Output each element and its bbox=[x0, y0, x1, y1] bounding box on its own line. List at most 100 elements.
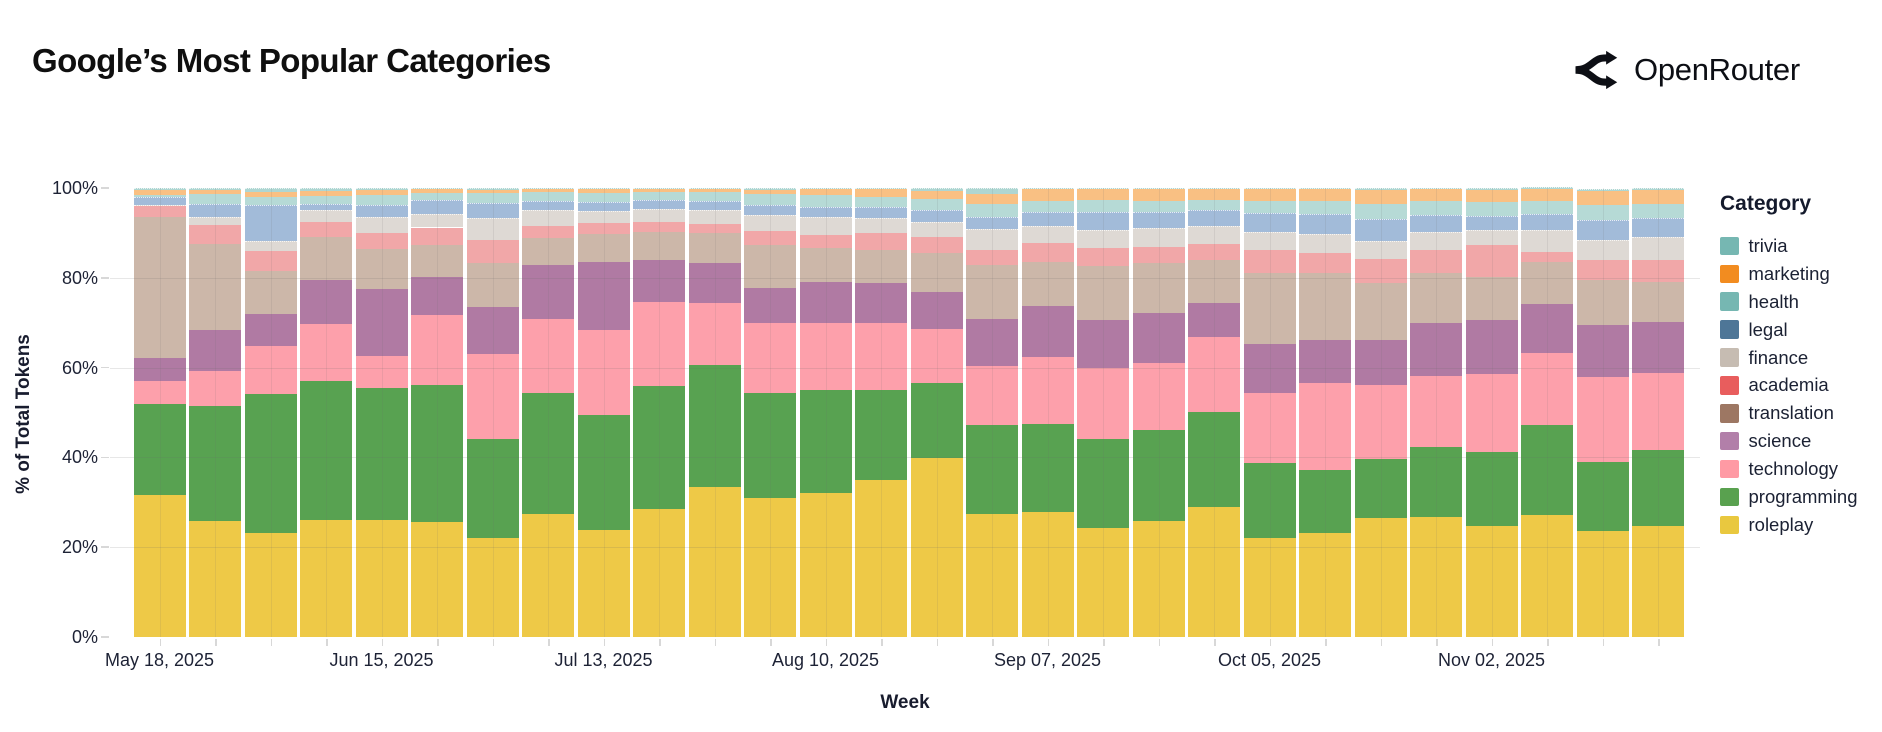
bar-segment-technology[interactable] bbox=[1521, 353, 1573, 426]
bar-segment-legal[interactable] bbox=[189, 204, 241, 217]
bar-segment-trivia[interactable] bbox=[411, 188, 463, 190]
bar-segment-science[interactable] bbox=[633, 259, 685, 302]
bar-segment-academia[interactable] bbox=[744, 231, 796, 245]
bar-segment-finance[interactable] bbox=[300, 209, 352, 222]
bar-segment-finance[interactable] bbox=[855, 218, 907, 234]
bar-segment-science[interactable] bbox=[744, 288, 796, 324]
bar-segment-roleplay[interactable] bbox=[1465, 526, 1518, 637]
bar-segment-academia[interactable] bbox=[799, 235, 852, 249]
bar-segment-legal[interactable] bbox=[133, 196, 186, 205]
bar-segment-science[interactable] bbox=[910, 291, 963, 329]
bar-segment-marketing[interactable] bbox=[855, 189, 907, 197]
bar-segment-finance[interactable] bbox=[1132, 228, 1185, 247]
bar-segment-science[interactable] bbox=[799, 281, 852, 324]
bar-segment-trivia[interactable] bbox=[189, 188, 241, 190]
bar-segment-academia[interactable] bbox=[300, 221, 352, 237]
bar-segment-finance[interactable] bbox=[1021, 226, 1074, 244]
bar-segment-finance[interactable] bbox=[744, 214, 796, 232]
bar-segment-legal[interactable] bbox=[1410, 214, 1462, 232]
bar-segment-roleplay[interactable] bbox=[910, 458, 963, 637]
bar-segment-health[interactable] bbox=[411, 192, 463, 201]
bar-segment-academia[interactable] bbox=[1188, 244, 1240, 260]
bar-segment-roleplay[interactable] bbox=[1410, 516, 1462, 637]
bar-segment-science[interactable] bbox=[1354, 339, 1407, 385]
bar-segment-translation[interactable] bbox=[1354, 282, 1407, 340]
bar-segment-trivia[interactable] bbox=[1410, 188, 1462, 190]
bar-segment-health[interactable] bbox=[466, 193, 519, 204]
bar-segment-translation[interactable] bbox=[244, 271, 297, 315]
bar-segment-translation[interactable] bbox=[855, 249, 907, 284]
bar-segment-programming[interactable] bbox=[133, 403, 186, 496]
bar-segment-academia[interactable] bbox=[522, 226, 574, 238]
bar-segment-finance[interactable] bbox=[1354, 240, 1407, 260]
bar-segment-trivia[interactable] bbox=[133, 188, 186, 190]
bar-segment-finance[interactable] bbox=[910, 221, 963, 238]
bar-segment-technology[interactable] bbox=[1576, 376, 1629, 462]
bar-segment-health[interactable] bbox=[577, 192, 630, 202]
bar-segment-programming[interactable] bbox=[1132, 430, 1185, 521]
bar-segment-health[interactable] bbox=[799, 195, 852, 207]
bar-segment-finance[interactable] bbox=[688, 210, 741, 224]
bar-segment-legal[interactable] bbox=[1243, 212, 1296, 232]
bar-segment-trivia[interactable] bbox=[355, 188, 408, 191]
bar-segment-science[interactable] bbox=[355, 289, 408, 357]
bar-segment-legal[interactable] bbox=[633, 200, 685, 210]
bar-segment-technology[interactable] bbox=[910, 328, 963, 384]
bar-segment-finance[interactable] bbox=[244, 240, 297, 251]
bar-segment-science[interactable] bbox=[1243, 344, 1296, 393]
bar-segment-health[interactable] bbox=[744, 194, 796, 206]
bar-segment-marketing[interactable] bbox=[688, 189, 741, 193]
bar-segment-technology[interactable] bbox=[688, 303, 741, 365]
bar-segment-legal[interactable] bbox=[577, 201, 630, 212]
bar-segment-translation[interactable] bbox=[1299, 272, 1351, 341]
bar-segment-legal[interactable] bbox=[744, 205, 796, 215]
bar-segment-technology[interactable] bbox=[189, 370, 241, 406]
bar-segment-marketing[interactable] bbox=[1465, 189, 1518, 203]
bar-segment-marketing[interactable] bbox=[799, 188, 852, 196]
bar-segment-trivia[interactable] bbox=[633, 188, 685, 189]
bar-segment-programming[interactable] bbox=[466, 438, 519, 538]
bar-segment-programming[interactable] bbox=[799, 390, 852, 494]
bar-segment-trivia[interactable] bbox=[855, 188, 907, 190]
bar-segment-science[interactable] bbox=[1576, 324, 1629, 377]
bar-segment-academia[interactable] bbox=[1132, 246, 1185, 263]
bar-segment-health[interactable] bbox=[1188, 200, 1240, 210]
bar-segment-technology[interactable] bbox=[1188, 336, 1240, 412]
bar-segment-marketing[interactable] bbox=[1576, 190, 1629, 206]
bar-segment-science[interactable] bbox=[1465, 320, 1518, 374]
bar-segment-marketing[interactable] bbox=[411, 189, 463, 193]
bar-segment-translation[interactable] bbox=[300, 236, 352, 280]
bar-segment-science[interactable] bbox=[300, 279, 352, 325]
bar-segment-health[interactable] bbox=[1299, 201, 1351, 215]
bar-segment-programming[interactable] bbox=[633, 386, 685, 510]
bar-segment-technology[interactable] bbox=[577, 329, 630, 416]
bar-segment-academia[interactable] bbox=[1299, 253, 1351, 273]
bar-segment-technology[interactable] bbox=[1299, 383, 1351, 470]
bar-segment-finance[interactable] bbox=[966, 229, 1018, 250]
bar-segment-translation[interactable] bbox=[133, 216, 186, 359]
bar-segment-marketing[interactable] bbox=[1188, 189, 1240, 201]
bar-segment-translation[interactable] bbox=[1632, 281, 1684, 322]
bar-segment-translation[interactable] bbox=[1243, 272, 1296, 345]
bar-segment-finance[interactable] bbox=[355, 217, 408, 233]
bar-segment-legal[interactable] bbox=[1132, 211, 1185, 229]
bar-segment-academia[interactable] bbox=[910, 237, 963, 254]
bar-segment-marketing[interactable] bbox=[1521, 188, 1573, 202]
bar-segment-finance[interactable] bbox=[189, 216, 241, 226]
bar-segment-science[interactable] bbox=[966, 319, 1018, 366]
bar-segment-health[interactable] bbox=[1465, 202, 1518, 217]
bar-segment-technology[interactable] bbox=[133, 380, 186, 404]
bar-segment-programming[interactable] bbox=[1299, 469, 1351, 533]
bar-segment-programming[interactable] bbox=[1354, 458, 1407, 519]
bar-segment-trivia[interactable] bbox=[799, 188, 852, 189]
bar-segment-translation[interactable] bbox=[966, 264, 1018, 320]
bar-segment-science[interactable] bbox=[522, 264, 574, 320]
bar-segment-marketing[interactable] bbox=[1243, 188, 1296, 201]
bar-segment-roleplay[interactable] bbox=[688, 487, 741, 637]
bar-segment-translation[interactable] bbox=[522, 237, 574, 265]
bar-segment-science[interactable] bbox=[1021, 306, 1074, 358]
bar-segment-legal[interactable] bbox=[1632, 218, 1684, 238]
bar-segment-trivia[interactable] bbox=[1521, 187, 1573, 189]
bar-segment-programming[interactable] bbox=[1243, 463, 1296, 539]
bar-segment-trivia[interactable] bbox=[1299, 188, 1351, 190]
